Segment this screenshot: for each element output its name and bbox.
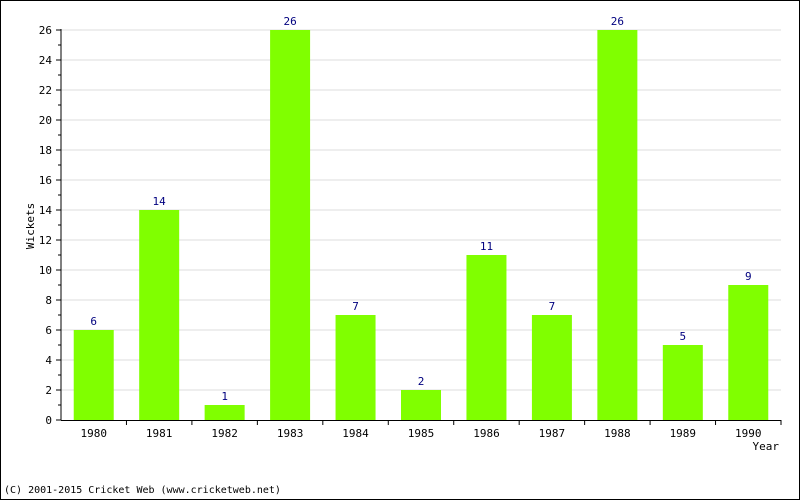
bar bbox=[73, 330, 114, 420]
x-tick-label: 1986 bbox=[473, 427, 500, 440]
data-label: 6 bbox=[90, 315, 97, 328]
y-tick-label: 10 bbox=[39, 264, 52, 277]
y-tick-label: 20 bbox=[39, 114, 52, 127]
data-label: 26 bbox=[611, 15, 624, 28]
x-tick-label: 1982 bbox=[211, 427, 238, 440]
data-label: 1 bbox=[221, 390, 228, 403]
data-label: 14 bbox=[153, 195, 167, 208]
axes bbox=[56, 29, 782, 425]
y-tick-label: 12 bbox=[39, 234, 52, 247]
y-axis-title: Wickets bbox=[24, 203, 37, 249]
bar bbox=[531, 315, 572, 420]
x-tick-label: 1984 bbox=[342, 427, 369, 440]
y-tick-label: 6 bbox=[45, 324, 52, 337]
bar bbox=[466, 255, 507, 420]
bar bbox=[204, 405, 245, 420]
y-tick-label: 24 bbox=[39, 54, 53, 67]
y-tick-label: 18 bbox=[39, 144, 52, 157]
copyright-notice: (C) 2001-2015 Cricket Web (www.cricketwe… bbox=[4, 485, 281, 496]
y-tick-label: 2 bbox=[45, 384, 52, 397]
x-tick-label: 1990 bbox=[735, 427, 762, 440]
x-tick-label: 1988 bbox=[604, 427, 631, 440]
data-label: 9 bbox=[745, 270, 752, 283]
x-tick-label: 1989 bbox=[670, 427, 697, 440]
data-label: 2 bbox=[418, 375, 425, 388]
y-tick-label: 22 bbox=[39, 84, 52, 97]
x-tick-label: 1985 bbox=[408, 427, 435, 440]
y-tick-label: 14 bbox=[39, 204, 53, 217]
x-tick-labels: 1980 1981 1982 1983 1984 1985 1986 1987 1988 1989… bbox=[80, 427, 761, 440]
bar bbox=[270, 30, 311, 420]
data-label: 26 bbox=[283, 15, 296, 28]
data-label: 11 bbox=[480, 240, 493, 253]
bar bbox=[139, 210, 180, 420]
x-tick-label: 1983 bbox=[277, 427, 304, 440]
x-tick-label: 1987 bbox=[539, 427, 566, 440]
data-label: 7 bbox=[549, 300, 556, 313]
data-label: 7 bbox=[352, 300, 359, 313]
data-labels: 6 14 1 26 7 2 11 7 26 5 9 bbox=[90, 15, 751, 403]
x-axis-title: Year bbox=[753, 440, 780, 453]
y-tick-label: 4 bbox=[45, 354, 52, 367]
y-tick-label: 0 bbox=[45, 414, 52, 427]
bar bbox=[597, 30, 638, 420]
x-tick-label: 1980 bbox=[80, 427, 107, 440]
bar bbox=[335, 315, 376, 420]
grid-lines bbox=[61, 29, 781, 391]
y-tick-label: 16 bbox=[39, 174, 52, 187]
bar bbox=[728, 285, 769, 420]
bars bbox=[73, 30, 769, 420]
x-tick-label: 1981 bbox=[146, 427, 173, 440]
data-label: 5 bbox=[680, 330, 687, 343]
y-tick-label: 26 bbox=[39, 24, 52, 37]
bar bbox=[401, 390, 441, 420]
y-tick-label: 8 bbox=[45, 294, 52, 307]
bar bbox=[662, 345, 703, 420]
